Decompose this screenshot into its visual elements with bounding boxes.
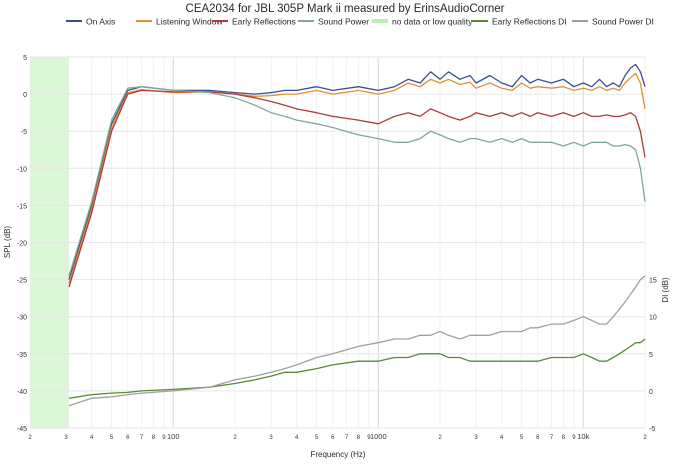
y-axis-label-right: DI (dB) [661, 277, 670, 303]
x-tick-label: 7 [345, 435, 349, 441]
x-tick-label: 3 [64, 435, 68, 441]
x-axis-label: Frequency (Hz) [310, 450, 365, 459]
x-tick-label: 2 [28, 435, 32, 441]
y-left-tick-label: 0 [23, 92, 27, 99]
y-left-tick-label: -15 [17, 203, 27, 210]
x-tick-label: 1000 [370, 432, 387, 441]
x-tick-label: 2 [643, 435, 647, 441]
series-line [68, 63, 646, 280]
legend-entry: Listening Window [156, 17, 223, 27]
legend-entry: no data or low quality [392, 17, 473, 27]
x-tick-label: 7 [550, 435, 554, 441]
x-tick-label: 9 [572, 435, 576, 441]
x-tick-label: 9 [367, 435, 371, 441]
series-line [68, 338, 646, 399]
x-tick-label: 8 [562, 435, 566, 441]
legend: On Axis Listening Window Early Reflections… [66, 17, 654, 27]
x-tick-label: 4 [295, 435, 299, 441]
y-left-tick-label: -20 [17, 241, 27, 248]
grid [29, 56, 646, 429]
x-tick-label: 6 [536, 435, 540, 441]
series-line [68, 89, 646, 288]
x-tick-label: 5 [520, 435, 524, 441]
y-left-tick-label: -45 [17, 426, 27, 433]
x-tick-label: 100 [167, 432, 180, 441]
x-tick-label: 8 [357, 435, 361, 441]
legend-entry: Early Reflections [232, 17, 296, 27]
legend-entry: On Axis [86, 17, 115, 27]
x-tick-label: 6 [331, 435, 335, 441]
y-right-tick-label: 10 [649, 315, 657, 322]
y-right-tick-label: 5 [649, 352, 653, 359]
y-left-tick-label: -40 [17, 389, 27, 396]
x-tick-label: 5 [110, 435, 114, 441]
y-axis-label-left: SPL (dB) [3, 226, 12, 258]
x-tick-label: 10k [577, 432, 589, 441]
x-tick-label: 2 [233, 435, 237, 441]
x-tick-label: 3 [269, 435, 273, 441]
y-right-tick-label: 0 [649, 389, 653, 396]
y-right-tick-label: -5 [649, 426, 655, 433]
series-line [68, 86, 646, 277]
y-right-tick-label: 15 [649, 278, 657, 285]
y-left-tick-label: -30 [17, 315, 27, 322]
x-tick-label: 5 [315, 435, 319, 441]
x-tick-label: 2 [438, 435, 442, 441]
x-tick-label: 6 [126, 435, 130, 441]
y-left-tick-label: -25 [17, 278, 27, 285]
x-tick-label: 9 [162, 435, 166, 441]
legend-entry: Sound Power DI [592, 17, 654, 27]
y-left-tick-label: 5 [23, 55, 27, 62]
x-tick-label: 7 [140, 435, 144, 441]
y-left-tick-label: -10 [17, 166, 27, 173]
x-tick-label: 8 [152, 435, 156, 441]
legend-entry: Early Reflections DI [492, 17, 567, 27]
series-line [68, 275, 646, 407]
chart-title: CEA2034 for JBL 305P Mark ii measured by… [186, 3, 505, 15]
x-tick-label: 4 [500, 435, 504, 441]
y-left-tick-label: -5 [21, 129, 27, 136]
x-tick-label: 3 [474, 435, 478, 441]
x-tick-label: 4 [90, 435, 94, 441]
legend-entry: Sound Power [318, 17, 369, 27]
series-layer [68, 63, 646, 407]
y-left-tick-label: -35 [17, 352, 27, 359]
